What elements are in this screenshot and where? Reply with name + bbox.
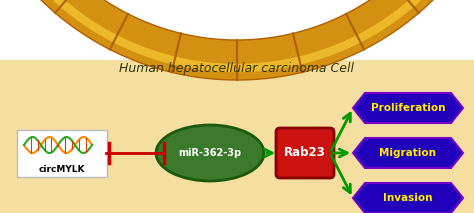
Text: Rab23: Rab23 [284, 147, 326, 160]
FancyBboxPatch shape [17, 130, 107, 177]
Bar [0, 60, 474, 213]
Polygon shape [353, 183, 463, 213]
Ellipse shape [156, 125, 264, 181]
Polygon shape [353, 138, 463, 168]
Polygon shape [0, 0, 474, 80]
Bar [0, 0, 474, 45]
Text: Migration: Migration [380, 148, 437, 158]
Text: Proliferation: Proliferation [371, 103, 445, 113]
Text: Human hepatocellular carcinoma Cell: Human hepatocellular carcinoma Cell [119, 62, 355, 75]
Text: Invasion: Invasion [383, 193, 433, 203]
Text: miR-362-3p: miR-362-3p [178, 148, 242, 158]
Polygon shape [353, 93, 463, 123]
Text: circMYLK: circMYLK [39, 164, 85, 174]
FancyBboxPatch shape [276, 128, 334, 178]
Ellipse shape [0, 80, 474, 213]
